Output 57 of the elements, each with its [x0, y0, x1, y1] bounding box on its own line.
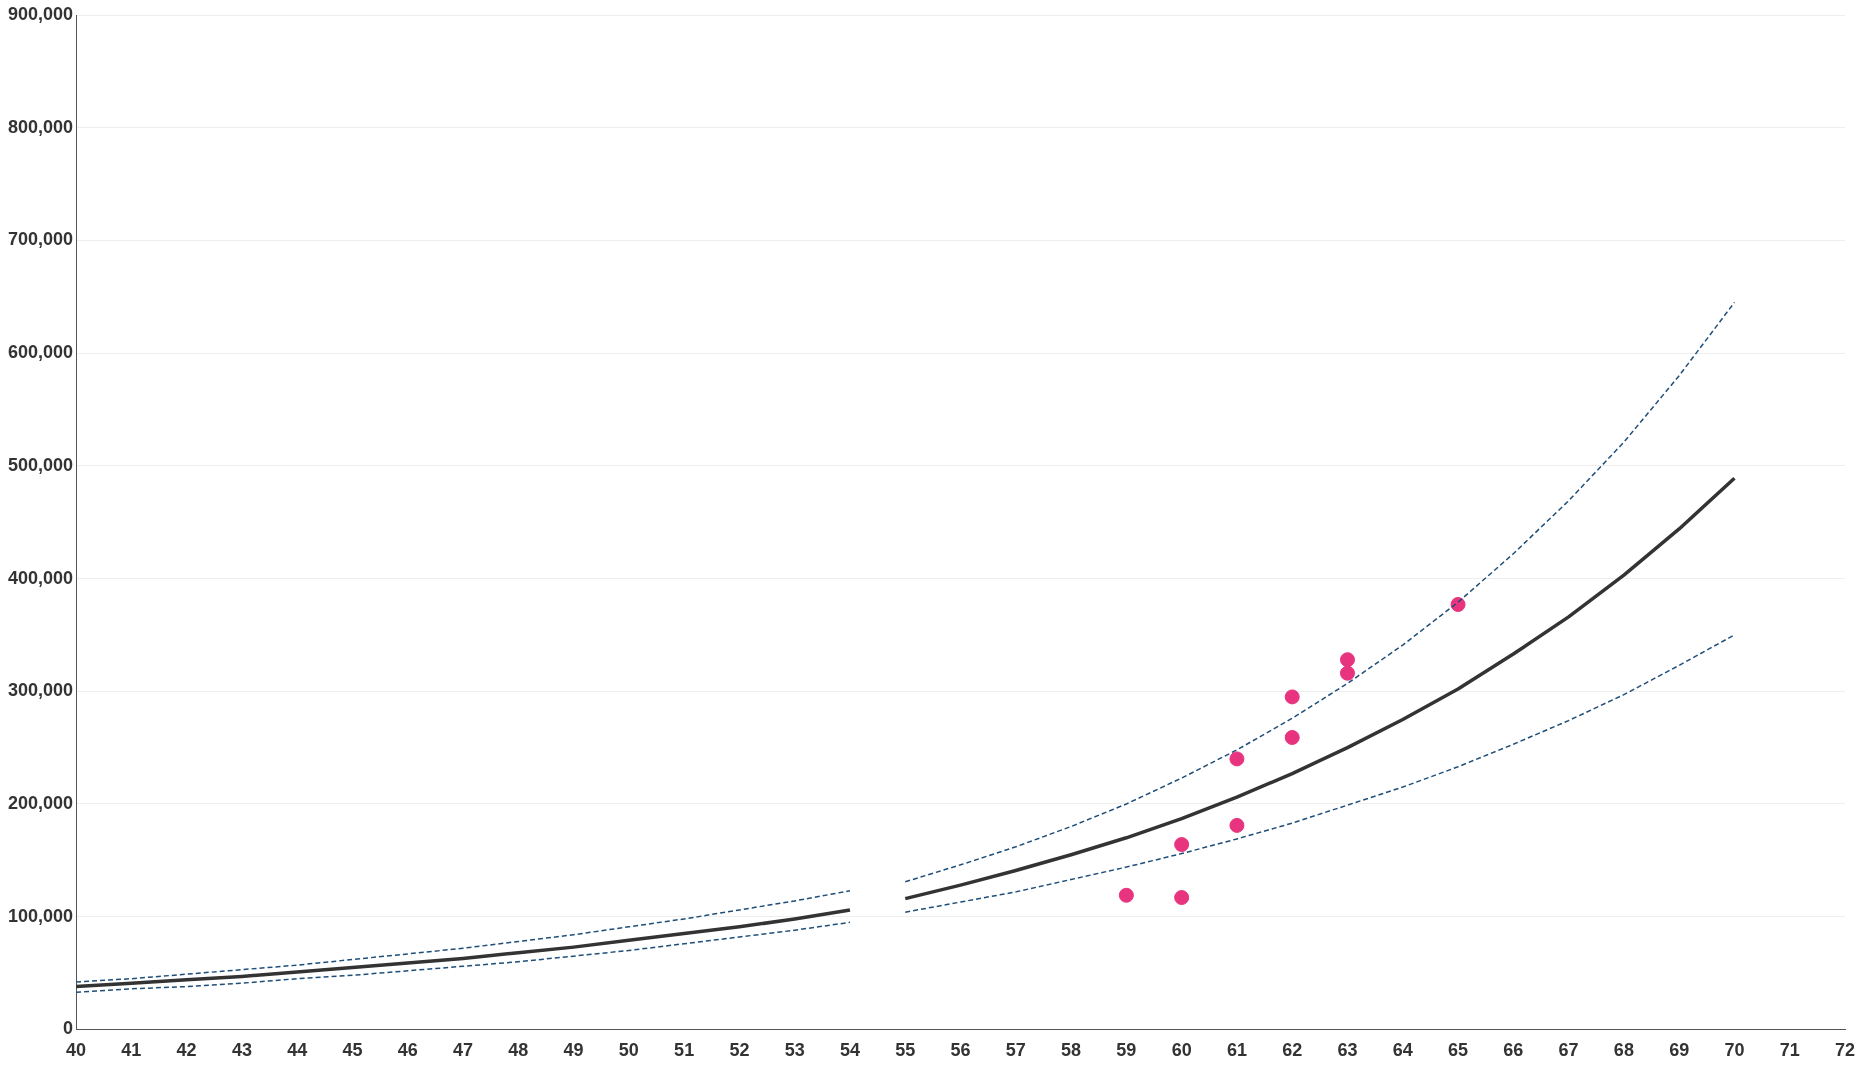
- point: [1229, 751, 1245, 767]
- y-tick-label: 100,000: [7, 905, 74, 926]
- x-tick-label: 44: [287, 1040, 308, 1061]
- x-tick-label: 65: [1448, 1040, 1469, 1061]
- point: [1229, 817, 1245, 833]
- y-tick-label: 300,000: [7, 680, 74, 701]
- point: [1118, 887, 1134, 903]
- x-tick-label: 66: [1503, 1040, 1524, 1061]
- x-tick-label: 62: [1282, 1040, 1303, 1061]
- y-tick-label: 900,000: [7, 3, 74, 24]
- x-tick-label: 72: [1834, 1040, 1856, 1061]
- line-series: [904, 634, 1736, 913]
- x-tick-label: 71: [1779, 1040, 1800, 1061]
- y-tick-label: 700,000: [7, 229, 74, 250]
- y-tick-label: 0: [63, 1018, 74, 1039]
- x-tick-label: 55: [895, 1040, 916, 1061]
- x-tick-label: 42: [176, 1040, 197, 1061]
- x-tick-label: 47: [453, 1040, 474, 1061]
- x-tick-label: 61: [1226, 1040, 1247, 1061]
- x-tick-label: 54: [839, 1040, 860, 1061]
- x-tick-label: 52: [729, 1040, 750, 1061]
- x-tick-label: 45: [342, 1040, 363, 1061]
- x-tick-label: 48: [508, 1040, 529, 1061]
- x-tick-label: 69: [1669, 1040, 1690, 1061]
- point: [1284, 689, 1300, 705]
- point: [1284, 729, 1300, 745]
- point: [1450, 596, 1466, 612]
- x-tick-label: 70: [1724, 1040, 1745, 1061]
- line-series: [904, 301, 1736, 883]
- x-tick-label: 49: [563, 1040, 584, 1061]
- x-tick-label: 40: [66, 1040, 87, 1061]
- line-series: [76, 890, 851, 983]
- point: [1174, 890, 1190, 906]
- x-tick-label: 67: [1558, 1040, 1579, 1061]
- x-tick-label: 57: [1005, 1040, 1026, 1061]
- point: [1339, 652, 1355, 668]
- y-tick-label: 600,000: [7, 342, 74, 363]
- x-tick-label: 59: [1116, 1040, 1137, 1061]
- y-tick-label: 200,000: [7, 792, 74, 813]
- x-tick-label: 64: [1392, 1040, 1413, 1061]
- y-tick-label: 800,000: [7, 116, 74, 137]
- x-tick-label: 68: [1613, 1040, 1634, 1061]
- y-tick-label: 500,000: [7, 454, 74, 475]
- x-tick-label: 63: [1337, 1040, 1358, 1061]
- x-tick-label: 58: [1061, 1040, 1082, 1061]
- x-tick-label: 56: [950, 1040, 971, 1061]
- x-tick-label: 60: [1171, 1040, 1192, 1061]
- y-tick-label: 400,000: [7, 567, 74, 588]
- x-tick-label: 46: [397, 1040, 418, 1061]
- x-tick-label: 51: [674, 1040, 695, 1061]
- x-tick-label: 53: [784, 1040, 805, 1061]
- x-tick-label: 43: [231, 1040, 252, 1061]
- x-tick-label: 50: [618, 1040, 639, 1061]
- line-series: [76, 921, 851, 993]
- point: [1174, 837, 1190, 853]
- point: [1339, 665, 1355, 681]
- x-tick-label: 41: [121, 1040, 142, 1061]
